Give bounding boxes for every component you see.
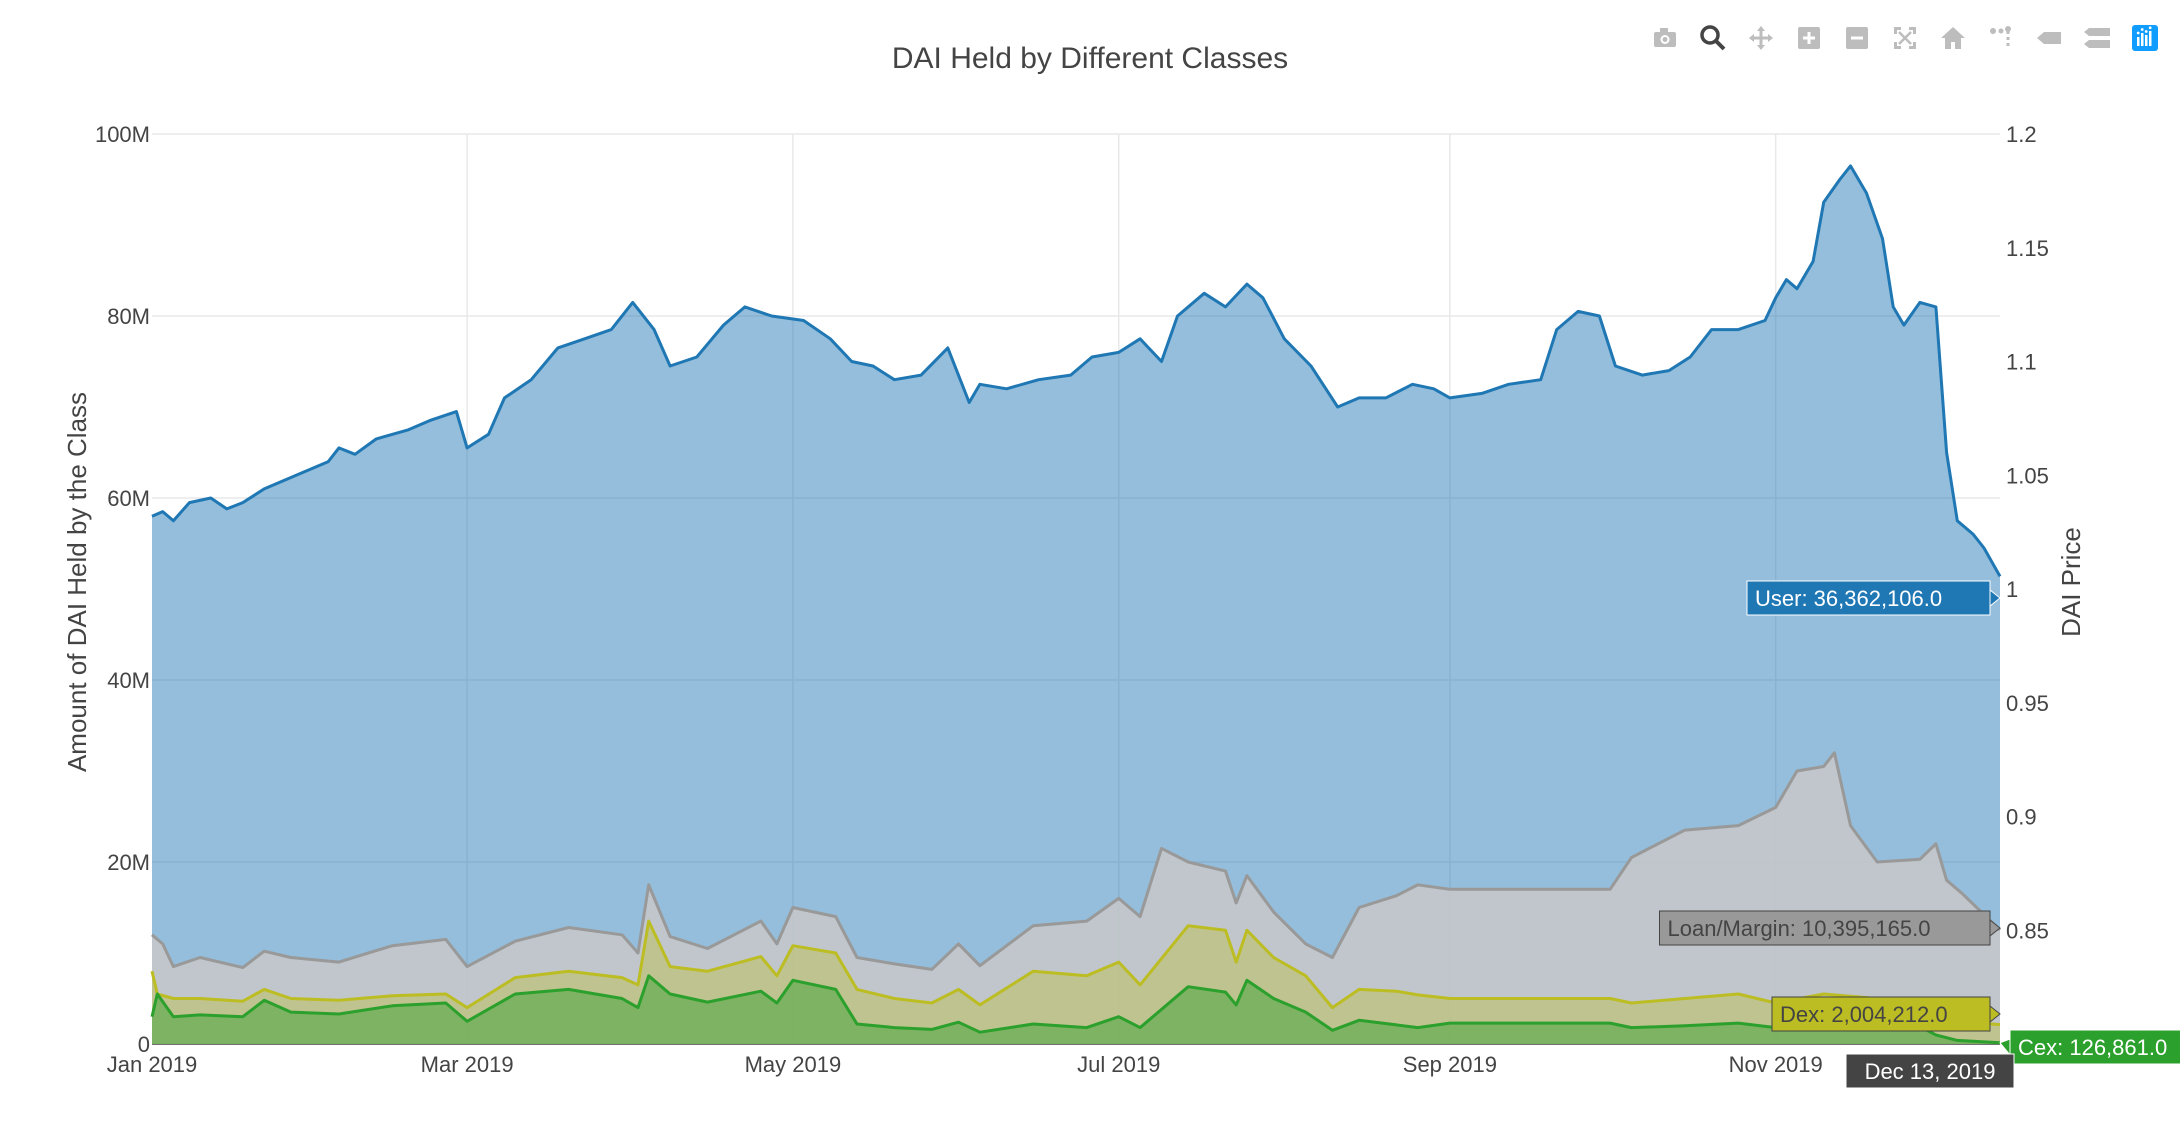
y-tick-label: 20M	[107, 850, 150, 875]
x-axis: Jan 2019 Mar 2019 May 2019 Jul 2019 Sep 2019…	[107, 1052, 1823, 1077]
hover-text: Cex: 126,861.0	[2018, 1035, 2167, 1060]
y2-tick-label: 1.05	[2006, 463, 2049, 488]
camera-button[interactable]	[1648, 21, 1682, 55]
y-tick-label: 40M	[107, 668, 150, 693]
hover-x-text: Dec 13, 2019	[1865, 1059, 1996, 1084]
y-axis: 0 20M 40M 60M 80M 100M	[95, 122, 150, 1057]
hover-label-loan-margin: Loan/Margin: 10,395,165.0	[1659, 910, 2001, 946]
pan-icon	[1749, 26, 1773, 50]
hover-compare-icon	[2084, 28, 2110, 48]
plotly-logo-icon	[2132, 25, 2158, 51]
spike-lines-button[interactable]	[1984, 21, 2018, 55]
plotly-logo-button[interactable]	[2128, 21, 2162, 55]
x-tick-label: May 2019	[745, 1052, 842, 1077]
line-loan-margin	[151, 751, 2002, 971]
hover-text: User: 36,362,106.0	[1755, 586, 1942, 611]
y2-axis: 0.85 0.9 0.95 1 1.05 1.1 1.15 1.2	[2006, 122, 2049, 943]
zoom-icon	[1700, 25, 1726, 51]
y-tick-label: 80M	[107, 304, 150, 329]
y2-tick-label: 0.9	[2006, 805, 2037, 830]
autoscale-button[interactable]	[1888, 21, 1922, 55]
hover-pointer	[1999, 1038, 2011, 1057]
area-dex	[152, 921, 2000, 1044]
zoom-button[interactable]	[1696, 21, 1730, 55]
y2-tick-label: 1	[2006, 577, 2018, 602]
zoom-out-button[interactable]	[1840, 21, 1874, 55]
hover-closest-button[interactable]	[2032, 21, 2066, 55]
hover-label-cex: Cex: 126,861.0	[1999, 1029, 2180, 1065]
hover-box	[1659, 910, 1991, 946]
hover-box	[1746, 580, 1991, 616]
hover-box	[1771, 996, 1991, 1032]
zoom-in-button[interactable]	[1792, 21, 1826, 55]
x-tick-label: Jan 2019	[107, 1052, 198, 1077]
line-cex	[150, 974, 2001, 1045]
hover-x-label: Dec 13, 2019	[1845, 1053, 2015, 1089]
pan-button[interactable]	[1744, 21, 1778, 55]
stacked-areas	[150, 164, 2002, 1045]
home-button[interactable]	[1936, 21, 1970, 55]
zoom-in-icon	[1798, 27, 1820, 49]
home-icon	[1941, 27, 1965, 49]
spike-lines-icon	[1990, 26, 2011, 49]
autoscale-icon	[1894, 27, 1916, 49]
y2-tick-label: 1.1	[2006, 350, 2037, 375]
line-dex	[150, 919, 2001, 1027]
y-tick-label: 100M	[95, 122, 150, 147]
hover-compare-button[interactable]	[2080, 21, 2114, 55]
chart-title: DAI Held by Different Classes	[892, 42, 1288, 75]
area-user	[152, 165, 2000, 1044]
y-tick-label: 0	[138, 1032, 150, 1057]
area-cex	[152, 975, 2000, 1044]
y2-axis-title: DAI Price	[2056, 527, 2086, 637]
y2-tick-label: 1.2	[2006, 122, 2037, 147]
hover-label-user: User: 36,362,106.0	[1746, 580, 2001, 616]
y2-tick-label: 0.95	[2006, 691, 2049, 716]
hover-text: Loan/Margin: 10,395,165.0	[1668, 916, 1931, 941]
y-axis-title: Amount of DAI Held by the Class	[62, 392, 92, 772]
line-user	[151, 164, 2002, 578]
hover-labels: User: 36,362,106.0 Loan/Margin: 10,395,16…	[1659, 580, 2180, 1089]
area-loan-margin	[152, 752, 2000, 1044]
camera-icon	[1654, 28, 1676, 47]
hover-box	[2009, 1029, 2180, 1065]
x-tick-label: Jul 2019	[1077, 1052, 1160, 1077]
zoom-out-icon	[1846, 27, 1868, 49]
x-tick-label: Nov 2019	[1729, 1052, 1823, 1077]
y2-tick-label: 0.85	[2006, 918, 2049, 943]
hover-label-dex: Dex: 2,004,212.0	[1771, 996, 2001, 1032]
hover-x-box	[1845, 1053, 2015, 1089]
y-tick-label: 60M	[107, 486, 150, 511]
x-tick-label: Mar 2019	[421, 1052, 514, 1077]
hover-text: Dex: 2,004,212.0	[1780, 1002, 1948, 1027]
modebar	[1648, 18, 2162, 58]
y2-tick-label: 1.15	[2006, 236, 2049, 261]
hover-closest-icon	[2037, 32, 2061, 44]
x-tick-label: Sep 2019	[1403, 1052, 1497, 1077]
